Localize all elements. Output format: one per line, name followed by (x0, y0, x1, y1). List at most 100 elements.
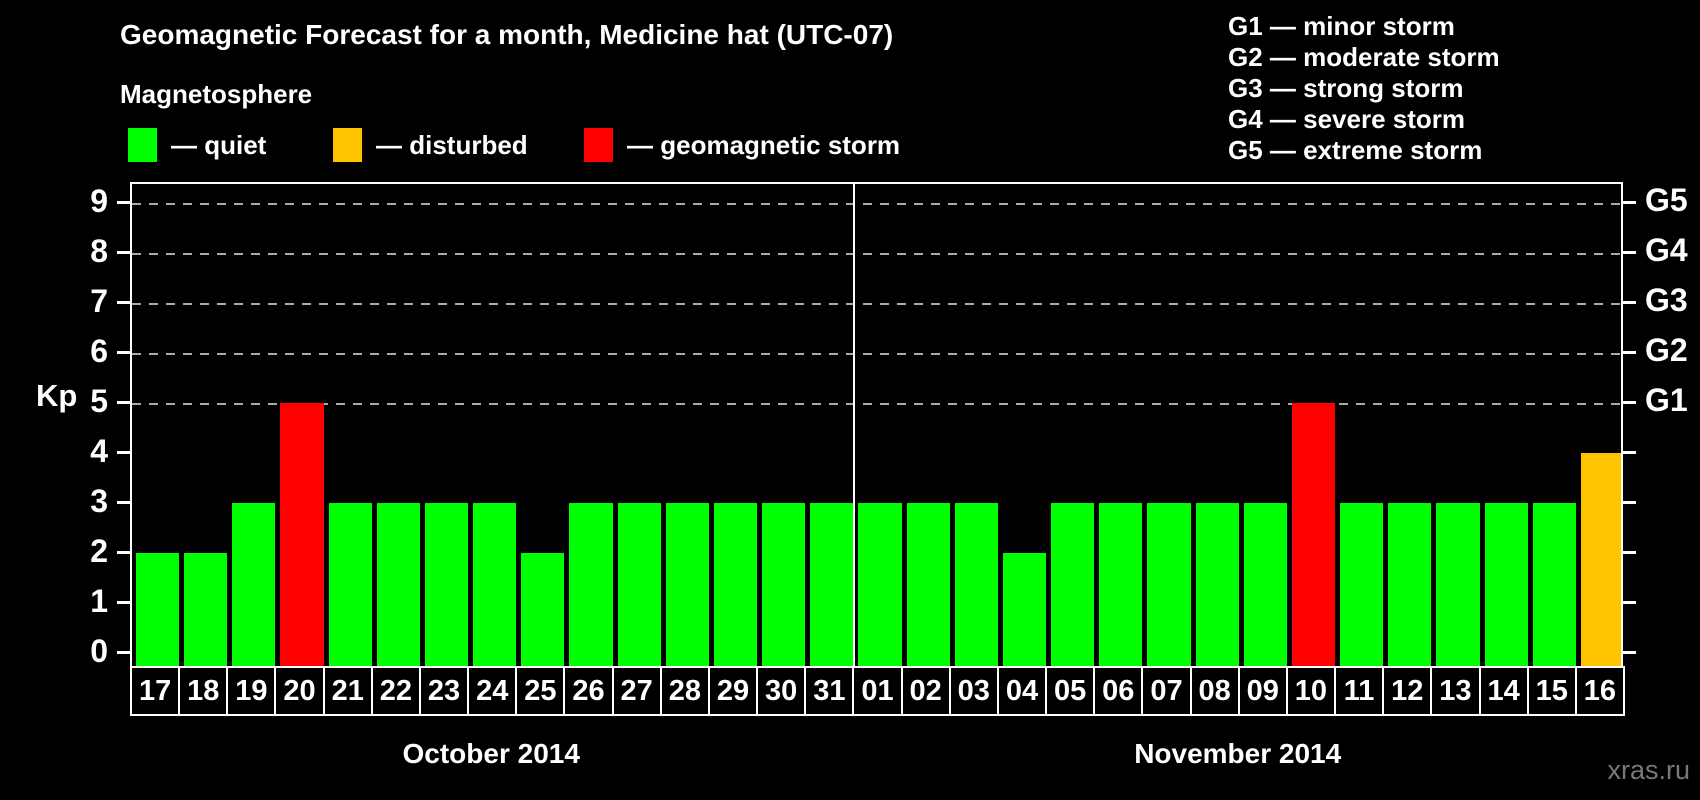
kp-bar-day-27 (617, 503, 661, 666)
y-axis-title: Kp (36, 378, 78, 413)
day-cell-10: 10 (1285, 666, 1337, 716)
y-axis-tick-left-0 (117, 651, 130, 654)
g-scale-legend-item-g5: G5 — extreme storm (1228, 135, 1483, 165)
day-cell-09: 09 (1237, 666, 1288, 716)
gridline-g4 (132, 253, 1621, 255)
y-axis-label-6: 6 (90, 333, 108, 369)
geomagnetic-storm-swatch (584, 128, 613, 162)
disturbed-swatch (333, 128, 362, 162)
kp-bar-day-22 (376, 503, 420, 666)
g-scale-legend: G1 — minor storm G2 — moderate storm G3 — … (1228, 11, 1500, 166)
g-axis-label-g2: G2 (1645, 332, 1688, 368)
day-cell-13: 13 (1430, 666, 1481, 716)
day-axis-row: 17 18 19 20 21 22 23 24 25 26 27 28 29 30 31 01 02 03 04 05… (130, 666, 1627, 716)
y-axis-label-8: 8 (90, 233, 108, 269)
day-cell-27: 27 (611, 666, 662, 716)
day-cell-22: 22 (370, 666, 421, 716)
y-axis-tick-left-2 (117, 551, 130, 554)
kp-bar-day-01 (858, 503, 902, 666)
geomagnetic-storm-label: — geomagnetic storm (627, 129, 901, 160)
day-cell-26: 26 (563, 666, 614, 716)
quiet-swatch (128, 128, 157, 162)
y-axis-tick-right-1 (1623, 601, 1636, 604)
month-separator-line (853, 184, 856, 666)
day-cell-19: 19 (226, 666, 277, 716)
day-cell-06: 06 (1093, 666, 1144, 716)
y-axis-label-2: 2 (90, 533, 108, 569)
magnetosphere-label: Magnetosphere (120, 79, 313, 109)
g-axis-label-g3: G3 (1645, 282, 1688, 318)
kp-bar-day-30 (762, 503, 806, 666)
kp-bar-day-16 (1580, 453, 1621, 666)
gridline-g5 (132, 203, 1621, 205)
g-scale-legend-item-g4: G4 — severe storm (1228, 104, 1466, 134)
day-cell-12: 12 (1382, 666, 1433, 716)
day-cell-15: 15 (1526, 666, 1577, 716)
day-cell-18: 18 (178, 666, 229, 716)
gridline-g1 (132, 403, 1621, 405)
y-axis-tick-right-2 (1623, 551, 1636, 554)
y-axis-tick-right-4 (1623, 451, 1636, 454)
kp-bar-day-02 (906, 503, 950, 666)
y-axis-label-0: 0 (90, 633, 108, 669)
y-axis-tick-left-6 (117, 351, 130, 354)
y-axis-tick-right-7 (1623, 301, 1636, 304)
kp-bar-day-11 (1340, 503, 1384, 666)
disturbed-label: — disturbed (376, 129, 528, 160)
plot-area (130, 182, 1623, 668)
g-scale-legend-item-g3: G3 — strong storm (1228, 73, 1464, 103)
kp-bar-day-03 (954, 503, 998, 666)
kp-bar-day-23 (424, 503, 469, 666)
g-axis-label-g5: G5 (1645, 182, 1688, 218)
day-cell-05: 05 (1045, 666, 1096, 716)
kp-bar-day-25 (521, 553, 565, 666)
y-axis-label-4: 4 (90, 433, 108, 469)
page-title: Geomagnetic Forecast for a month, Medici… (120, 19, 894, 50)
g-scale-legend-item-g2: G2 — moderate storm (1228, 42, 1500, 72)
day-cell-21: 21 (322, 666, 373, 716)
y-axis-tick-right-9 (1623, 201, 1636, 204)
kp-bar-day-17 (136, 553, 180, 666)
day-cell-28: 28 (659, 666, 710, 716)
day-cell-11: 11 (1334, 666, 1385, 716)
y-axis-tick-left-9 (117, 201, 130, 204)
kp-bar-day-15 (1532, 503, 1576, 666)
kp-bar-day-12 (1388, 503, 1432, 666)
day-cell-02: 02 (900, 666, 951, 716)
y-axis-label-3: 3 (90, 483, 108, 519)
legend-item-quiet: — quiet (128, 128, 266, 162)
day-cell-25: 25 (515, 666, 566, 716)
month-label-october: October 2014 (402, 738, 580, 769)
kp-bar-day-31 (810, 503, 854, 666)
kp-bar-day-07 (1147, 503, 1191, 666)
y-axis-tick-left-5 (117, 401, 130, 404)
kp-bar-day-05 (1051, 503, 1095, 666)
kp-bar-day-04 (1002, 553, 1047, 666)
y-axis-tick-right-3 (1623, 501, 1636, 504)
day-cell-01: 01 (852, 666, 903, 716)
y-axis-tick-left-3 (117, 501, 130, 504)
y-axis-tick-left-7 (117, 301, 130, 304)
quiet-label: — quiet (171, 129, 267, 160)
day-cell-08: 08 (1189, 666, 1240, 716)
day-cell-30: 30 (756, 666, 807, 716)
legend-item-geomagnetic-storm: — geomagnetic storm (584, 128, 900, 162)
day-cell-03: 03 (948, 666, 999, 716)
day-cell-17: 17 (130, 666, 181, 716)
y-axis-tick-right-8 (1623, 251, 1636, 254)
kp-bar-day-13 (1436, 503, 1480, 666)
y-axis-label-1: 1 (90, 583, 108, 619)
day-cell-16: 16 (1574, 666, 1625, 716)
watermark: xras.ru (1607, 755, 1690, 785)
y-axis-tick-left-4 (117, 451, 130, 454)
kp-bar-day-21 (328, 503, 372, 666)
kp-bar-day-18 (184, 553, 228, 666)
day-cell-31: 31 (804, 666, 855, 716)
y-axis-tick-right-6 (1623, 351, 1636, 354)
day-cell-04: 04 (996, 666, 1048, 716)
g-axis-label-g4: G4 (1645, 232, 1688, 268)
kp-bar-day-19 (232, 503, 276, 666)
y-axis-tick-right-5 (1623, 401, 1636, 404)
y-axis-label-5: 5 (90, 383, 108, 419)
